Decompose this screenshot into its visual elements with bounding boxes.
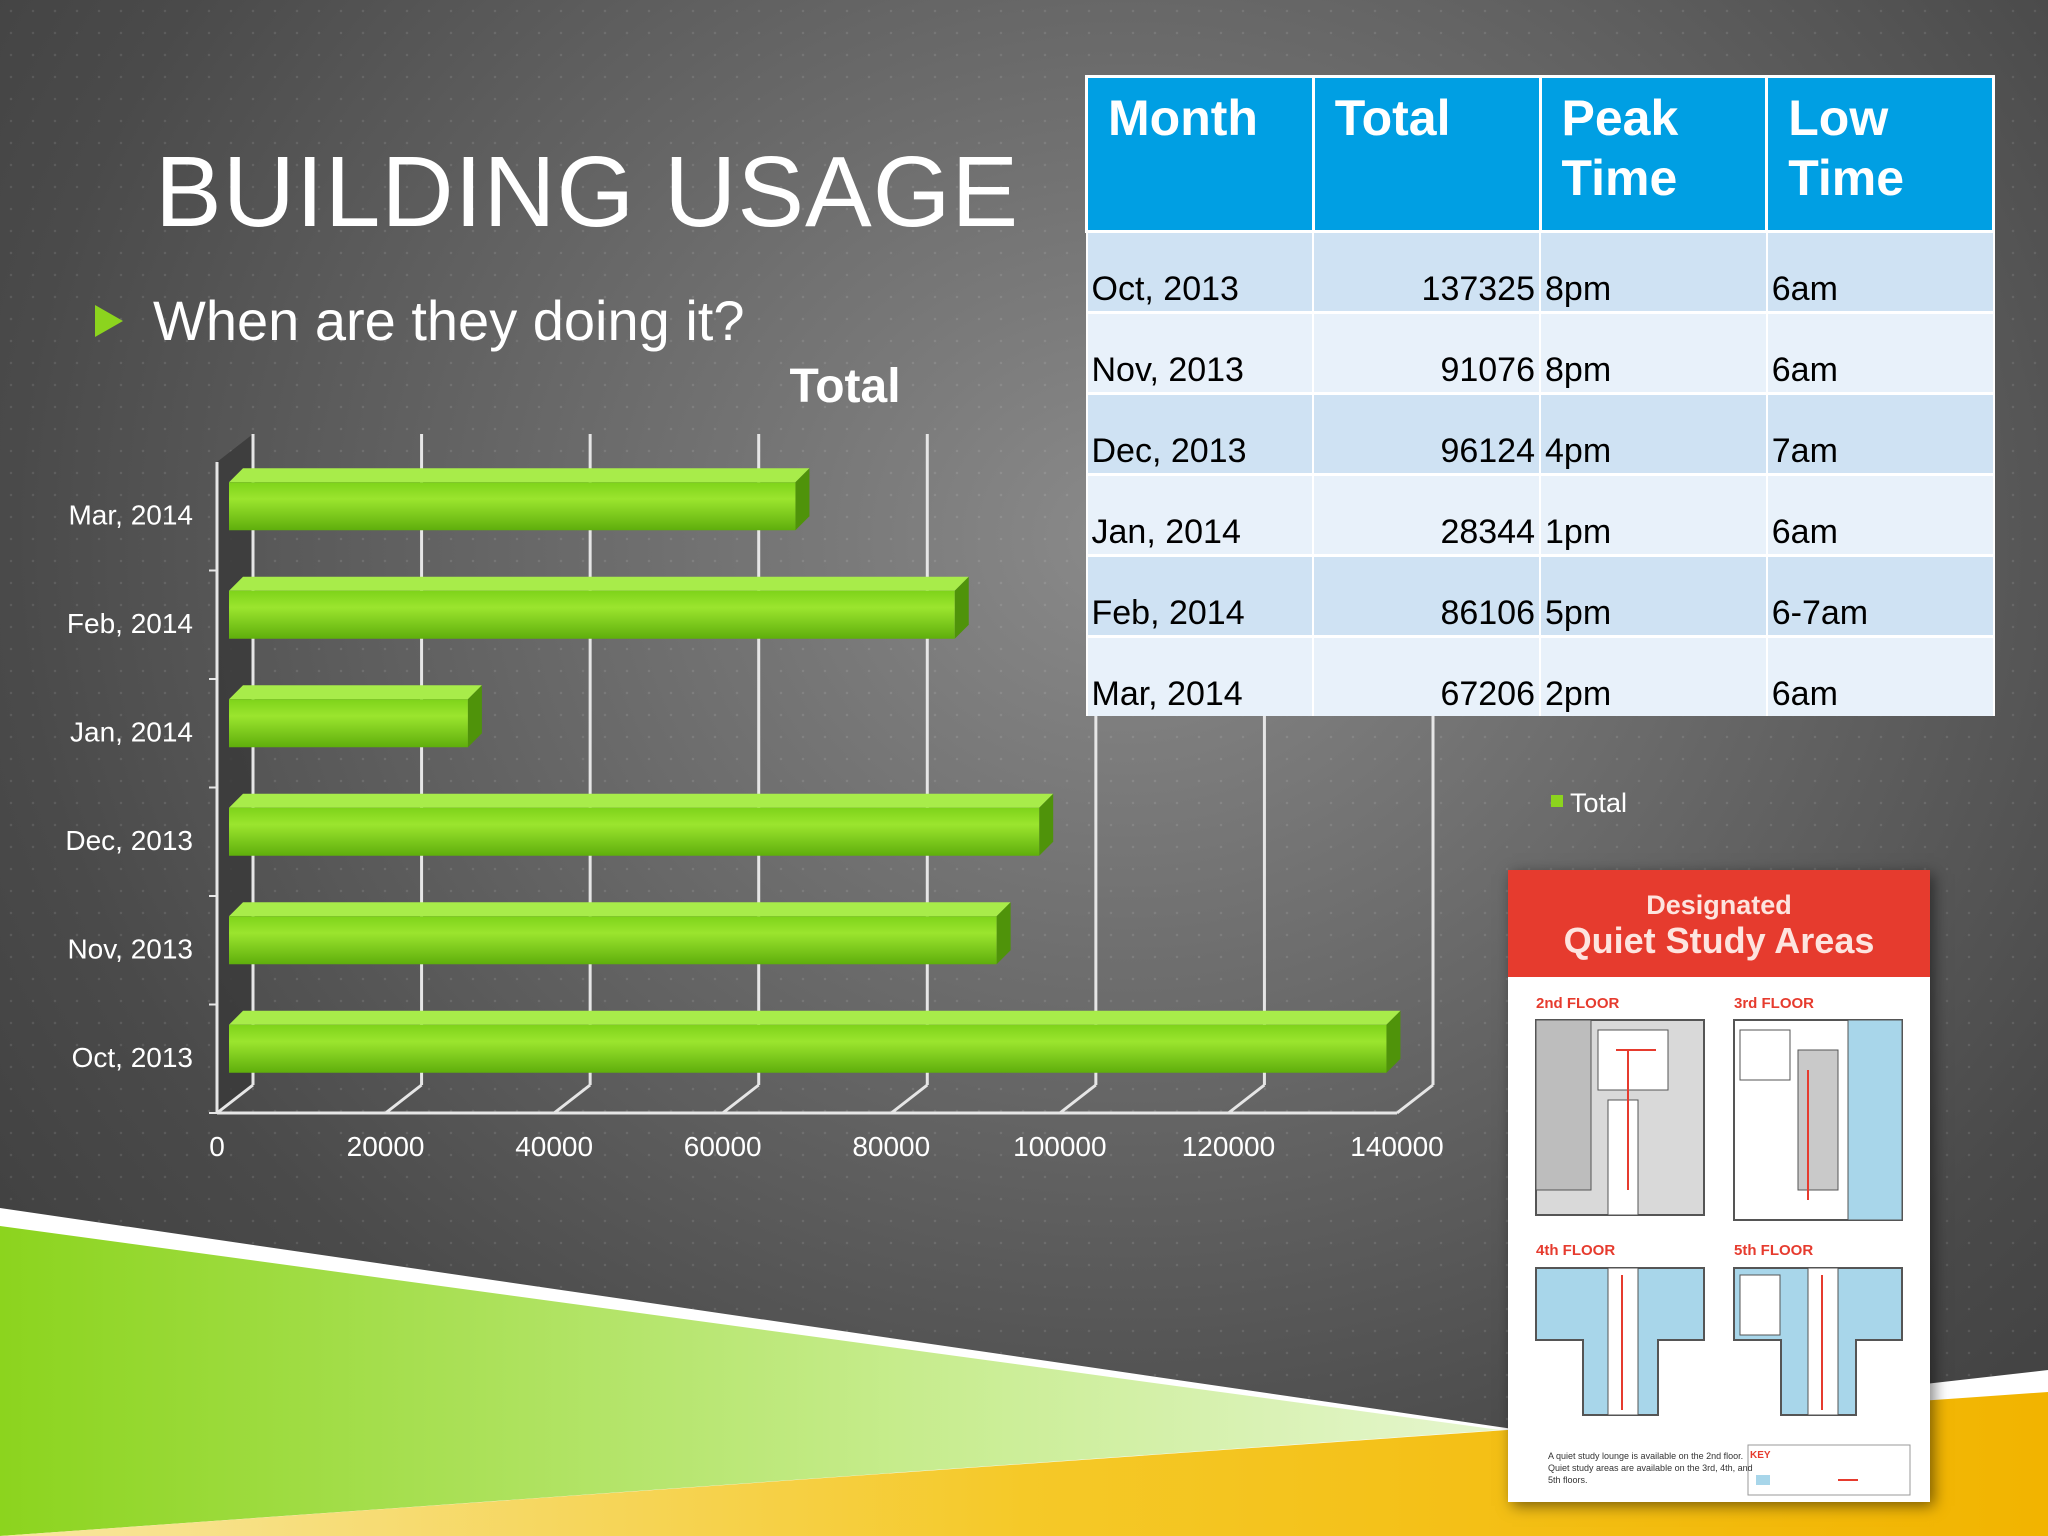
bullet-arrow-icon xyxy=(95,305,123,338)
cell-peak: 2pm xyxy=(1539,635,1768,716)
bar-top xyxy=(229,1010,1401,1025)
gridline-floor xyxy=(721,1083,760,1115)
cell-total: 137325 xyxy=(1312,230,1541,313)
x-tick-label: 80000 xyxy=(852,1131,930,1162)
y-category-label: Jan, 2014 xyxy=(70,716,193,747)
x-tick-label: 0 xyxy=(209,1131,225,1162)
bar xyxy=(229,807,1040,856)
cell-total: 28344 xyxy=(1312,473,1541,556)
header-month: Month xyxy=(1085,75,1315,233)
table-row: Nov, 2013 91076 8pm 6am xyxy=(1085,311,1995,394)
bar-end xyxy=(996,902,1011,965)
cell-low: 6am xyxy=(1765,230,1995,313)
floor-plans xyxy=(1535,1019,1911,1496)
gridline-floor xyxy=(384,1083,423,1115)
cell-total: 67206 xyxy=(1312,635,1541,716)
bar-end xyxy=(795,468,810,531)
cell-low: 6am xyxy=(1765,473,1995,556)
x-tick-label: 60000 xyxy=(684,1131,762,1162)
x-tick-label: 20000 xyxy=(347,1131,425,1162)
table-row: Jan, 2014 28344 1pm 6am xyxy=(1085,473,1995,556)
header-total: Total xyxy=(1311,75,1542,233)
cell-low: 7am xyxy=(1765,392,1995,475)
poster-title-line1: Designated xyxy=(1646,890,1792,920)
slide-title: BUILDING USAGE xyxy=(155,136,1020,248)
cell-peak: 8pm xyxy=(1539,230,1768,313)
table-header-row: Month Total Peak Time Low Time xyxy=(1085,75,1995,233)
gridline-floor xyxy=(216,1083,254,1115)
y-category-label: Dec, 2013 xyxy=(65,825,193,856)
floor-label-4: 4th FLOOR xyxy=(1536,1242,1616,1259)
cell-peak: 5pm xyxy=(1539,554,1768,637)
y-category-label: Mar, 2014 xyxy=(68,499,193,530)
cell-low: 6am xyxy=(1765,635,1995,716)
cell-low: 6am xyxy=(1765,311,1995,394)
y-category-label: Feb, 2014 xyxy=(67,608,193,639)
bar-end xyxy=(1386,1010,1401,1073)
cell-peak: 8pm xyxy=(1539,311,1768,394)
poster-title-line2: Quiet Study Areas xyxy=(1563,920,1875,961)
table-row: Dec, 2013 96124 4pm 7am xyxy=(1085,392,1995,475)
bar xyxy=(229,482,796,531)
header-peak-time: Peak Time xyxy=(1538,75,1769,233)
floor-label-5: 5th FLOOR xyxy=(1734,1242,1814,1259)
gridline-floor xyxy=(553,1083,592,1115)
quiet-study-poster: Designated Quiet Study Areas 2nd FLOOR 3… xyxy=(1508,870,1930,1502)
x-tick-label: 100000 xyxy=(1013,1131,1106,1162)
bar xyxy=(229,699,468,748)
table-row: Feb, 2014 86106 5pm 6-7am xyxy=(1085,554,1995,637)
cell-month: Feb, 2014 xyxy=(1085,554,1315,637)
cell-peak: 1pm xyxy=(1539,473,1768,556)
usage-table: Month Total Peak Time Low Time Oct, 2013 1… xyxy=(1085,75,1995,716)
bar-end xyxy=(954,576,969,639)
cell-total: 91076 xyxy=(1312,311,1541,394)
cell-total: 86106 xyxy=(1312,554,1541,637)
poster-key-label: KEY xyxy=(1750,1450,1771,1461)
x-tick-label: 140000 xyxy=(1350,1131,1443,1162)
bar-end xyxy=(1039,793,1054,856)
table-row: Oct, 2013 137325 8pm 6am xyxy=(1085,230,1995,313)
poster-header: Designated Quiet Study Areas xyxy=(1508,870,1930,977)
poster-note: A quiet study lounge is available on the… xyxy=(1548,1451,1753,1485)
gridline-floor xyxy=(1396,1083,1434,1115)
legend-swatch xyxy=(1551,795,1563,807)
x-tick-label: 40000 xyxy=(515,1131,593,1162)
header-low-time: Low Time xyxy=(1765,75,1995,233)
green-wedge xyxy=(0,1226,1500,1536)
x-tick-label: 120000 xyxy=(1182,1131,1275,1162)
legend-label: Total xyxy=(1570,788,1627,818)
y-category-label: Nov, 2013 xyxy=(67,933,193,964)
y-category-label: Oct, 2013 xyxy=(72,1042,193,1073)
cell-month: Nov, 2013 xyxy=(1085,311,1315,394)
table-row: Mar, 2014 67206 2pm 6am xyxy=(1085,635,1995,716)
cell-month: Mar, 2014 xyxy=(1085,635,1315,716)
bar-top xyxy=(229,685,482,700)
cell-low: 6-7am xyxy=(1765,554,1995,637)
bar-top xyxy=(229,902,1011,917)
cell-total: 96124 xyxy=(1312,392,1541,475)
gridline-floor xyxy=(890,1083,929,1115)
cell-month: Jan, 2014 xyxy=(1085,473,1315,556)
bullet-point: When are they doing it? xyxy=(95,288,744,353)
cell-peak: 4pm xyxy=(1539,392,1768,475)
bar xyxy=(229,590,955,639)
chart-labels: 0 20000 40000 60000 80000 100000 120000 140000 O… xyxy=(65,499,1443,1162)
cell-month: Oct, 2013 xyxy=(1085,230,1315,313)
bar-top xyxy=(229,576,969,591)
bar xyxy=(229,916,997,965)
floor-label-3: 3rd FLOOR xyxy=(1734,995,1815,1012)
chart-bars xyxy=(229,468,1401,1073)
bar-end xyxy=(467,685,482,748)
chart-title: Total xyxy=(789,360,900,413)
bullet-text: When are they doing it? xyxy=(153,289,745,352)
gridline-floor xyxy=(1058,1083,1097,1115)
floor-label-2: 2nd FLOOR xyxy=(1536,995,1620,1012)
gridline-floor xyxy=(1227,1083,1266,1115)
bar-top xyxy=(229,468,810,483)
bar-top xyxy=(229,793,1054,808)
bar xyxy=(229,1024,1387,1073)
cell-month: Dec, 2013 xyxy=(1085,392,1315,475)
